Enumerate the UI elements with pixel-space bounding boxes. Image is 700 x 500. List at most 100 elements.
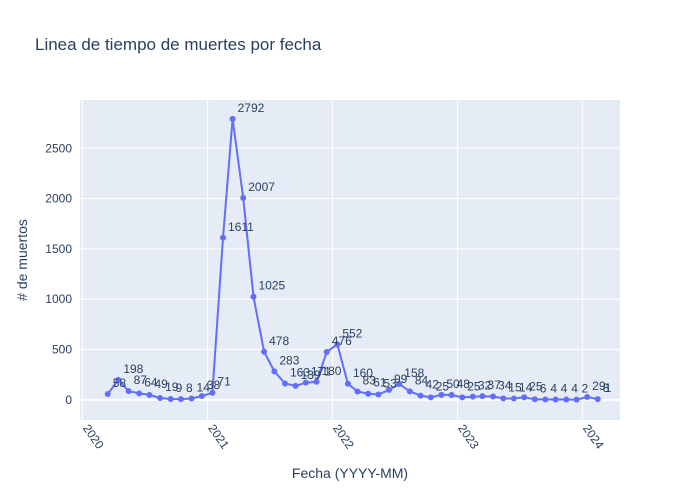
data-label: 34 <box>498 378 512 392</box>
data-point <box>406 388 413 395</box>
data-point <box>584 393 591 400</box>
data-label: 71 <box>217 375 231 389</box>
data-point <box>375 391 382 398</box>
data-point <box>240 194 247 201</box>
data-point <box>104 391 111 398</box>
y-tick-label: 500 <box>52 343 72 357</box>
data-point <box>115 376 122 383</box>
data-label: 8 <box>186 381 193 395</box>
data-label: 158 <box>404 366 424 380</box>
y-tick-label: 0 <box>65 393 72 407</box>
x-axis-title: Fecha (YYYY-MM) <box>292 465 408 481</box>
y-tick-label: 1500 <box>45 242 72 256</box>
y-axis-title: # de muertos <box>14 219 30 301</box>
data-label: 32 <box>478 379 492 393</box>
data-label: 1611 <box>228 220 254 234</box>
chart-title: Linea de tiempo de muertes por fecha <box>35 35 322 54</box>
data-point <box>500 395 507 402</box>
data-label: 84 <box>415 373 429 387</box>
data-point <box>542 396 549 403</box>
data-point <box>292 382 299 389</box>
data-label: 552 <box>342 326 362 340</box>
plot-area <box>80 100 620 420</box>
data-point <box>229 115 236 122</box>
data-point <box>490 393 497 400</box>
data-label: 2 <box>582 382 589 396</box>
data-point <box>510 395 517 402</box>
data-point <box>386 386 393 393</box>
data-point <box>323 348 330 355</box>
data-label: 99 <box>394 372 408 386</box>
data-point <box>302 379 309 386</box>
data-point <box>459 394 466 401</box>
data-label: 42 <box>425 378 439 392</box>
data-label: 171 <box>311 365 331 379</box>
data-point <box>188 395 195 402</box>
data-label: 19 <box>165 380 179 394</box>
data-point <box>209 389 216 396</box>
data-label: 139 <box>301 368 321 382</box>
data-label: 2792 <box>238 101 265 115</box>
data-label: 9 <box>176 381 183 395</box>
data-label: 198 <box>123 362 143 376</box>
y-tick-label: 1000 <box>45 292 72 306</box>
data-label: 58 <box>113 376 127 390</box>
data-point <box>136 390 143 397</box>
data-point <box>531 396 538 403</box>
data-point <box>396 380 403 387</box>
data-label: 283 <box>279 353 299 367</box>
data-point <box>479 393 486 400</box>
data-point <box>281 380 288 387</box>
data-label: 53 <box>383 377 397 391</box>
data-label: 14 <box>197 380 211 394</box>
data-point <box>157 394 164 401</box>
data-point <box>261 348 268 355</box>
data-point <box>573 396 580 403</box>
data-label: 1 <box>605 381 612 395</box>
data-label: 180 <box>321 364 341 378</box>
data-point <box>354 388 361 395</box>
data-label: 38 <box>207 378 221 392</box>
data-point <box>469 393 476 400</box>
data-point <box>427 394 434 401</box>
data-label: 163 <box>290 365 310 379</box>
data-point <box>167 395 174 402</box>
data-label: 1025 <box>258 279 285 293</box>
data-point <box>146 391 153 398</box>
data-label: 83 <box>363 374 377 388</box>
data-point <box>417 392 424 399</box>
data-label: 37 <box>487 378 501 392</box>
data-point <box>334 341 341 348</box>
y-tick-label: 2000 <box>45 192 72 206</box>
data-label: 48 <box>457 377 471 391</box>
data-label: 64 <box>144 375 158 389</box>
data-point <box>344 380 351 387</box>
y-tick-label: 2500 <box>45 141 72 155</box>
data-label: 87 <box>134 373 148 387</box>
data-point <box>552 396 559 403</box>
data-point <box>250 293 257 300</box>
data-point <box>198 393 205 400</box>
data-point <box>220 234 227 241</box>
data-point <box>313 378 320 385</box>
data-label: 49 <box>154 377 168 391</box>
data-label: 478 <box>269 334 289 348</box>
data-label: 50 <box>446 377 460 391</box>
data-label: 14 <box>519 380 533 394</box>
data-label: 61 <box>373 376 387 390</box>
data-point <box>594 396 601 403</box>
data-label: 15 <box>508 380 522 394</box>
data-label: 4 <box>561 381 568 395</box>
data-point <box>448 392 455 399</box>
data-label: 2007 <box>248 180 275 194</box>
data-point <box>563 396 570 403</box>
data-label: 4 <box>571 381 578 395</box>
data-label: 25 <box>467 379 481 393</box>
data-label: 160 <box>353 366 373 380</box>
data-point <box>177 396 184 403</box>
data-label: 29 <box>592 379 606 393</box>
data-point <box>521 394 528 401</box>
